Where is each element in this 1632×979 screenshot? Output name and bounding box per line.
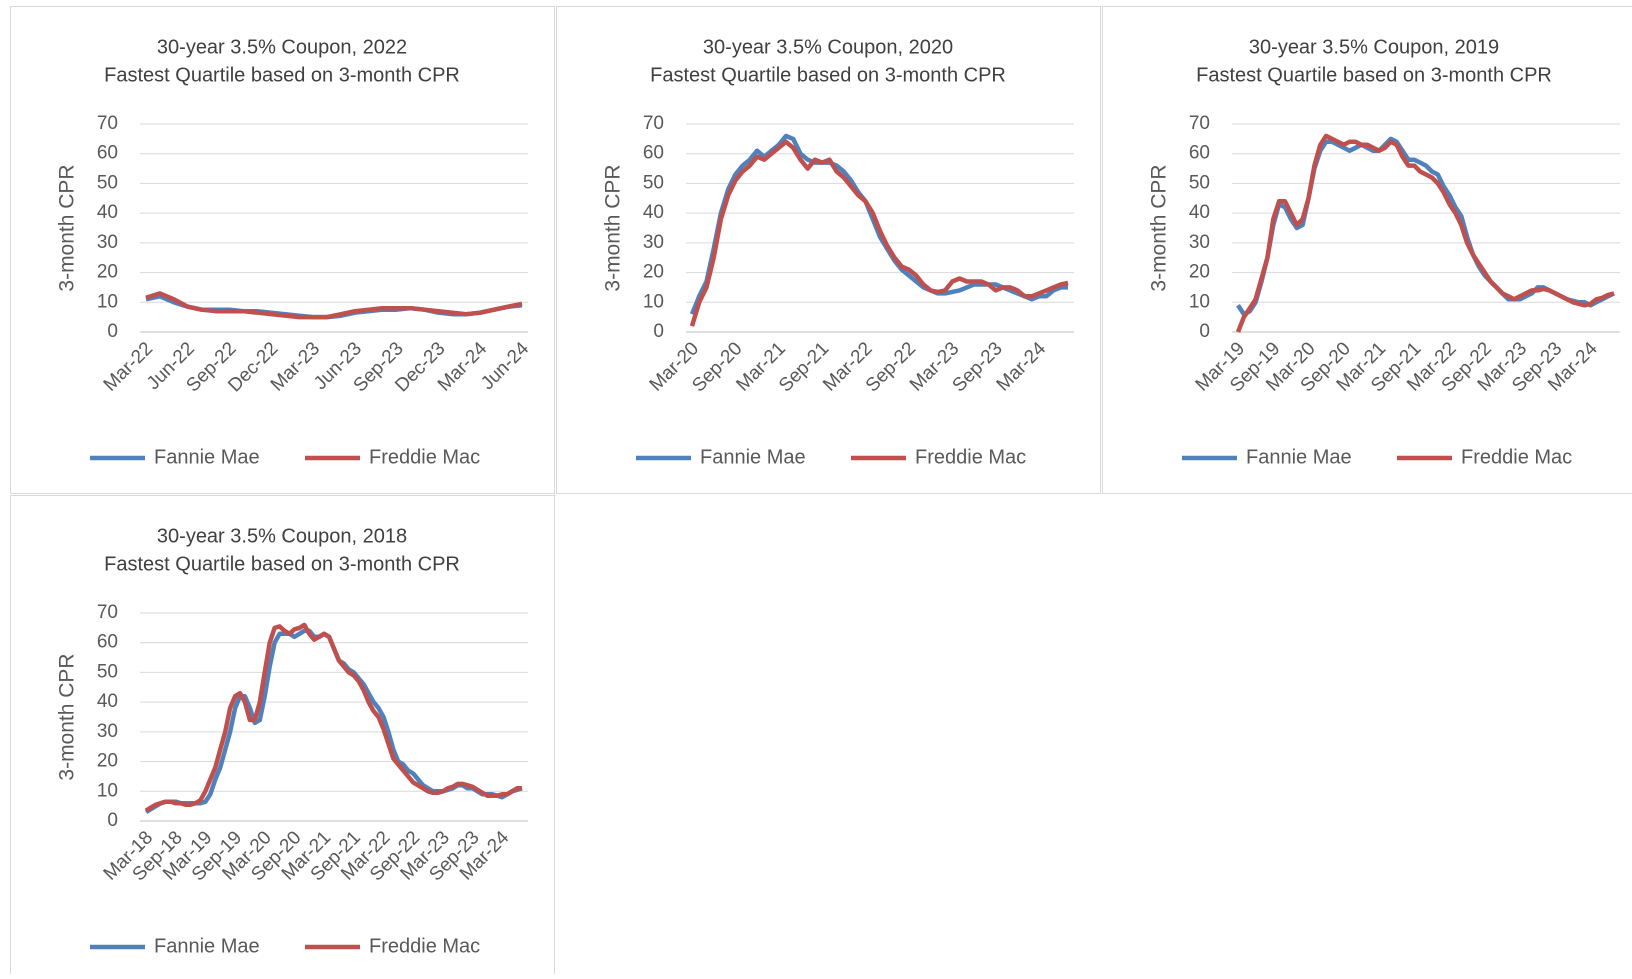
legend-label: Freddie Mac xyxy=(369,446,480,468)
chart-title: 30-year 3.5% Coupon, 2020 xyxy=(703,36,953,58)
y-tick-label: 50 xyxy=(643,172,664,193)
y-tick-label: 40 xyxy=(1189,202,1210,223)
y-tick-label: 40 xyxy=(97,202,118,223)
y-tick-label: 20 xyxy=(97,751,118,772)
y-tick-label: 10 xyxy=(643,291,664,312)
legend-label: Fannie Mae xyxy=(154,935,260,957)
y-tick-label: 40 xyxy=(643,202,664,223)
y-tick-label: 50 xyxy=(1189,172,1210,193)
y-tick-label: 70 xyxy=(97,602,118,623)
y-axis-label: 3-month CPR xyxy=(602,164,625,291)
y-tick-label: 40 xyxy=(97,691,118,712)
y-tick-label: 20 xyxy=(1189,262,1210,283)
legend-label: Fannie Mae xyxy=(700,446,806,468)
chart-subtitle: Fastest Quartile based on 3-month CPR xyxy=(104,64,460,86)
legend-label: Freddie Mac xyxy=(1461,446,1572,468)
chart-title: 30-year 3.5% Coupon, 2019 xyxy=(1249,36,1499,58)
chart-subtitle: Fastest Quartile based on 3-month CPR xyxy=(104,553,460,575)
chart-title: 30-year 3.5% Coupon, 2018 xyxy=(157,525,407,547)
y-tick-label: 10 xyxy=(97,780,118,801)
y-tick-label: 60 xyxy=(97,143,118,164)
y-tick-label: 10 xyxy=(97,291,118,312)
y-axis-label: 3-month CPR xyxy=(1148,164,1171,291)
chart-panel: 30-year 3.5% Coupon, 2022 Fastest Quartil… xyxy=(11,7,555,494)
y-tick-label: 0 xyxy=(1199,321,1210,342)
y-tick-label: 50 xyxy=(97,172,118,193)
y-tick-label: 60 xyxy=(643,143,664,164)
y-tick-label: 70 xyxy=(97,113,118,134)
legend-label: Fannie Mae xyxy=(154,446,260,468)
y-tick-label: 70 xyxy=(1189,113,1210,134)
legend-label: Freddie Mac xyxy=(369,935,480,957)
chart-title: 30-year 3.5% Coupon, 2022 xyxy=(157,36,407,58)
chart-panel: 30-year 3.5% Coupon, 2019 Fastest Quartil… xyxy=(1103,7,1632,494)
y-axis-label: 3-month CPR xyxy=(56,164,79,291)
chart-subtitle: Fastest Quartile based on 3-month CPR xyxy=(650,64,1006,86)
chart-panel: 30-year 3.5% Coupon, 2018 Fastest Quartil… xyxy=(11,496,555,975)
y-tick-label: 30 xyxy=(97,721,118,742)
chart-panel: 30-year 3.5% Coupon, 2020 Fastest Quartil… xyxy=(557,7,1101,494)
y-tick-label: 0 xyxy=(653,321,664,342)
y-tick-label: 50 xyxy=(97,661,118,682)
y-axis-label: 3-month CPR xyxy=(56,653,79,780)
legend-label: Fannie Mae xyxy=(1246,446,1352,468)
y-tick-label: 0 xyxy=(107,321,118,342)
y-tick-label: 60 xyxy=(1189,143,1210,164)
chart-subtitle: Fastest Quartile based on 3-month CPR xyxy=(1196,64,1552,86)
y-tick-label: 20 xyxy=(643,262,664,283)
y-tick-label: 30 xyxy=(1189,232,1210,253)
y-tick-label: 20 xyxy=(97,262,118,283)
y-tick-label: 10 xyxy=(1189,291,1210,312)
y-tick-label: 60 xyxy=(97,632,118,653)
y-tick-label: 30 xyxy=(643,232,664,253)
y-tick-label: 0 xyxy=(107,810,118,831)
y-tick-label: 70 xyxy=(643,113,664,134)
legend-label: Freddie Mac xyxy=(915,446,1026,468)
y-tick-label: 30 xyxy=(97,232,118,253)
